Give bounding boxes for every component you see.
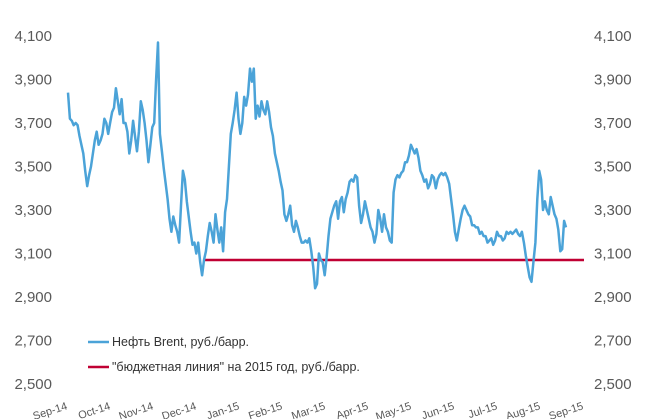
y-tick-right: 4,100 <box>594 28 632 45</box>
y-axis-left: 2,500 2,700 2,900 3,100 3,300 3,500 3,700 3,900… <box>14 28 52 393</box>
x-tick: Mar-15 <box>290 400 327 419</box>
x-tick: Jul-15 <box>467 400 499 419</box>
y-tick-left: 3,900 <box>14 72 52 89</box>
y-tick-right: 3,300 <box>594 202 632 219</box>
x-tick: Aug-15 <box>504 400 541 419</box>
legend-label-brent: Нефть Brent, руб./барр. <box>112 335 249 349</box>
y-tick-left: 2,900 <box>14 289 52 306</box>
x-tick: Apr-15 <box>335 400 370 419</box>
legend: Нефть Brent, руб./барр. "бюджетная линия… <box>88 335 360 374</box>
y-tick-left: 3,300 <box>14 202 52 219</box>
y-tick-right: 3,700 <box>594 115 632 132</box>
legend-item-budget: "бюджетная линия" на 2015 год, руб./барр… <box>88 360 360 374</box>
x-tick: Jun-15 <box>420 400 456 419</box>
x-tick: Jan-15 <box>205 400 241 419</box>
x-tick: Sep-14 <box>31 400 68 419</box>
y-axis-right: 2,500 2,700 2,900 3,100 3,300 3,500 3,700 3,900… <box>594 28 632 393</box>
y-tick-left: 3,500 <box>14 159 52 176</box>
y-tick-left: 3,100 <box>14 246 52 263</box>
y-tick-left: 3,700 <box>14 115 52 132</box>
y-tick-left: 2,500 <box>14 376 52 393</box>
brent-price-line <box>66 41 568 290</box>
y-tick-left: 4,100 <box>14 28 52 45</box>
y-tick-left: 2,700 <box>14 333 52 350</box>
x-axis-labels: Sep-14 Oct-14 Nov-14 Dec-14 Jan-15 Feb-15 Mar-… <box>31 400 584 419</box>
x-tick: Sep-15 <box>547 400 584 419</box>
y-tick-right: 2,700 <box>594 333 632 350</box>
x-tick: Feb-15 <box>247 400 284 419</box>
y-tick-right: 2,500 <box>594 376 632 393</box>
y-tick-right: 2,900 <box>594 289 632 306</box>
x-tick: May-15 <box>374 400 413 419</box>
x-tick: Oct-14 <box>77 400 112 419</box>
x-tick: Nov-14 <box>117 400 154 419</box>
y-tick-right: 3,900 <box>594 72 632 89</box>
legend-item-brent: Нефть Brent, руб./барр. <box>88 335 249 349</box>
legend-label-budget: "бюджетная линия" на 2015 год, руб./барр… <box>112 360 360 374</box>
y-tick-right: 3,500 <box>594 159 632 176</box>
y-tick-right: 3,100 <box>594 246 632 263</box>
x-tick: Dec-14 <box>160 400 197 419</box>
